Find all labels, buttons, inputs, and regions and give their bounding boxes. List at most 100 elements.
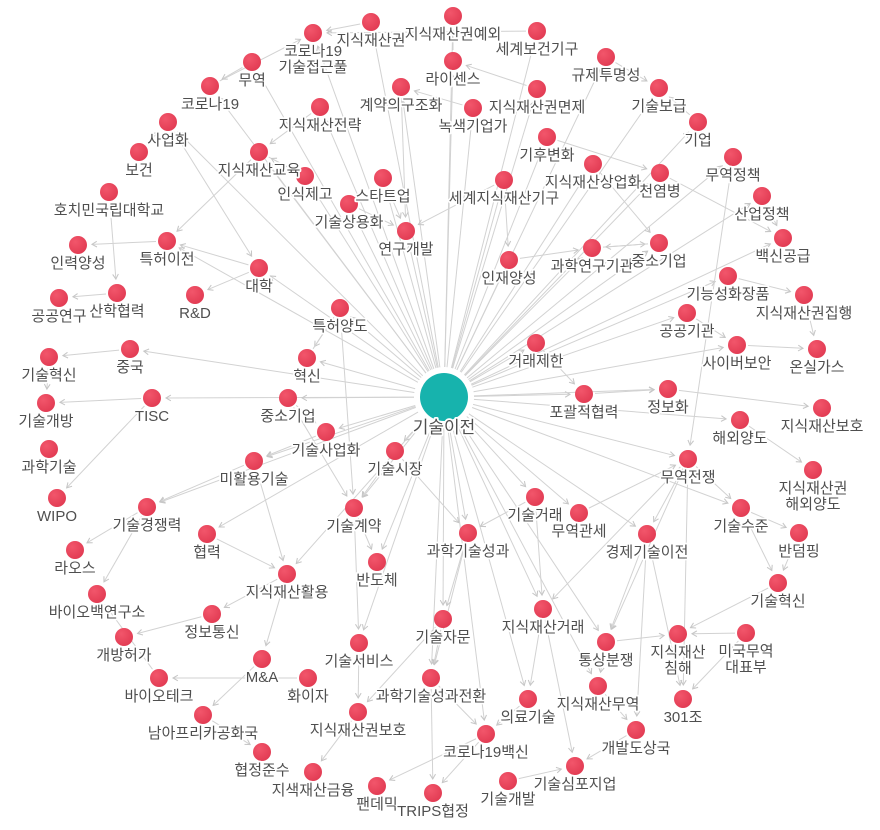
graph-node[interactable] — [37, 394, 55, 412]
graph-node[interactable] — [350, 634, 368, 652]
graph-node[interactable] — [349, 703, 367, 721]
graph-node[interactable] — [659, 380, 677, 398]
graph-node[interactable] — [597, 48, 615, 66]
graph-node[interactable] — [100, 183, 118, 201]
graph-node[interactable] — [392, 78, 410, 96]
graph-node[interactable] — [434, 610, 452, 628]
graph-node[interactable] — [386, 442, 404, 460]
graph-node[interactable] — [669, 625, 687, 643]
graph-node[interactable] — [790, 524, 808, 542]
graph-node[interactable] — [583, 239, 601, 257]
graph-node[interactable] — [678, 304, 696, 322]
graph-node[interactable] — [158, 232, 176, 250]
graph-node[interactable] — [495, 171, 513, 189]
graph-node[interactable] — [374, 169, 392, 187]
graph-node[interactable] — [203, 605, 221, 623]
graph-node[interactable] — [732, 499, 750, 517]
graph-node[interactable] — [808, 340, 826, 358]
graph-node[interactable] — [566, 757, 584, 775]
graph-node[interactable] — [194, 706, 212, 724]
graph-node[interactable] — [650, 79, 668, 97]
graph-node[interactable] — [728, 336, 746, 354]
graph-node[interactable] — [121, 340, 139, 358]
graph-node[interactable] — [150, 669, 168, 687]
graph-node[interactable] — [304, 763, 322, 781]
graph-node[interactable] — [753, 187, 771, 205]
graph-node[interactable] — [368, 553, 386, 571]
graph-node[interactable] — [584, 155, 602, 173]
graph-node[interactable] — [243, 53, 261, 71]
graph-node[interactable] — [250, 143, 268, 161]
graph-node[interactable] — [424, 784, 442, 802]
graph-node[interactable] — [459, 524, 477, 542]
graph-node[interactable] — [108, 284, 126, 302]
center-node[interactable] — [420, 373, 468, 421]
graph-node[interactable] — [253, 743, 271, 761]
graph-node[interactable] — [278, 565, 296, 583]
graph-node[interactable] — [651, 164, 669, 182]
graph-node[interactable] — [299, 669, 317, 687]
graph-node[interactable] — [115, 628, 133, 646]
graph-node[interactable] — [40, 440, 58, 458]
graph-node[interactable] — [627, 721, 645, 739]
graph-node[interactable] — [519, 690, 537, 708]
graph-node[interactable] — [40, 348, 58, 366]
graph-node[interactable] — [575, 385, 593, 403]
graph-node[interactable] — [674, 690, 692, 708]
graph-node[interactable] — [477, 725, 495, 743]
graph-node[interactable] — [69, 236, 87, 254]
graph-node[interactable] — [679, 450, 697, 468]
graph-node[interactable] — [50, 289, 68, 307]
graph-node[interactable] — [66, 541, 84, 559]
graph-node[interactable] — [159, 113, 177, 131]
graph-node[interactable] — [186, 286, 204, 304]
graph-node[interactable] — [724, 148, 742, 166]
graph-node[interactable] — [311, 98, 329, 116]
graph-node[interactable] — [245, 452, 263, 470]
graph-node[interactable] — [422, 669, 440, 687]
graph-node[interactable] — [304, 24, 322, 42]
graph-node[interactable] — [345, 499, 363, 517]
graph-node[interactable] — [795, 286, 813, 304]
graph-node[interactable] — [444, 7, 462, 25]
graph-node[interactable] — [589, 677, 607, 695]
graph-node[interactable] — [769, 574, 787, 592]
graph-node[interactable] — [538, 128, 556, 146]
graph-node[interactable] — [250, 259, 268, 277]
graph-node[interactable] — [296, 167, 314, 185]
graph-node[interactable] — [143, 389, 161, 407]
graph-node[interactable] — [650, 234, 668, 252]
graph-node[interactable] — [279, 389, 297, 407]
graph-node[interactable] — [317, 423, 335, 441]
graph-node[interactable] — [340, 195, 358, 213]
graph-node[interactable] — [331, 299, 349, 317]
graph-node[interactable] — [804, 461, 822, 479]
graph-node[interactable] — [719, 267, 737, 285]
graph-node[interactable] — [526, 488, 544, 506]
graph-node[interactable] — [774, 229, 792, 247]
graph-node[interactable] — [138, 498, 156, 516]
graph-node[interactable] — [397, 222, 415, 240]
graph-node[interactable] — [444, 52, 462, 70]
graph-node[interactable] — [198, 525, 216, 543]
graph-node[interactable] — [528, 80, 546, 98]
graph-node[interactable] — [527, 334, 545, 352]
graph-node[interactable] — [201, 77, 219, 95]
graph-node[interactable] — [534, 600, 552, 618]
graph-node[interactable] — [731, 411, 749, 429]
graph-node[interactable] — [88, 585, 106, 603]
graph-node[interactable] — [570, 504, 588, 522]
graph-node[interactable] — [368, 777, 386, 795]
graph-node[interactable] — [528, 22, 546, 40]
graph-node[interactable] — [638, 525, 656, 543]
graph-node[interactable] — [597, 633, 615, 651]
graph-node[interactable] — [689, 113, 707, 131]
graph-node[interactable] — [130, 143, 148, 161]
graph-node[interactable] — [253, 650, 271, 668]
graph-node[interactable] — [500, 251, 518, 269]
graph-node[interactable] — [499, 772, 517, 790]
graph-node[interactable] — [362, 13, 380, 31]
graph-node[interactable] — [464, 99, 482, 117]
graph-node[interactable] — [48, 489, 66, 507]
graph-node[interactable] — [737, 624, 755, 642]
